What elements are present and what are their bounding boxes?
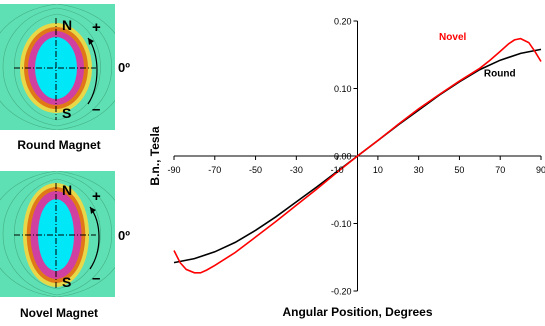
- south-pole-label: S: [62, 274, 71, 290]
- novel-magnet-field-plot: N S + –: [0, 170, 128, 298]
- plus-sign: +: [92, 19, 101, 36]
- round-magnet-label: Round Magnet: [17, 138, 101, 152]
- x-axis-title: Angular Position, Degrees: [282, 305, 432, 319]
- y-tick-label: -0.20: [331, 287, 352, 297]
- y-tick-label: 0.10: [334, 84, 352, 94]
- chart-series: [173, 37, 542, 274]
- north-pole-label: N: [62, 17, 72, 33]
- field-lines: [0, 3, 128, 131]
- x-tick-label: -10: [331, 165, 344, 175]
- series-label-round: Round: [484, 68, 516, 79]
- y-axis-title: B.n., Tesla: [148, 126, 162, 185]
- x-tick-label: 30: [414, 165, 424, 175]
- x-tick-label: 90: [536, 165, 545, 175]
- y-tick-label: 0.00: [334, 152, 352, 162]
- novel-angle-label: 0º: [118, 228, 130, 243]
- chart-labels: -0.20 -0.10 0.00 0.10 0.20 -90 -70 -50 -30 -10 10 3…: [148, 17, 545, 320]
- arrow-head-icon: [90, 207, 96, 214]
- y-tick-label: 0.20: [334, 17, 352, 27]
- minus-sign: –: [92, 270, 100, 287]
- y-tick-label: -0.10: [331, 219, 352, 229]
- north-pole-label: N: [62, 182, 72, 198]
- novel-magnet-label: Novel Magnet: [19, 306, 98, 320]
- round-magnet-panel: N S + –: [0, 3, 128, 131]
- arrow-head-icon: [88, 38, 94, 45]
- minus-sign: –: [92, 101, 100, 118]
- x-tick-label: -50: [249, 165, 262, 175]
- x-tick-label: 50: [454, 165, 464, 175]
- x-tick-label: 70: [495, 165, 505, 175]
- series-label-novel: Novel: [439, 32, 466, 43]
- series-line-novel: [173, 37, 542, 274]
- south-pole-label: S: [62, 105, 71, 121]
- bn-chart: -0.20 -0.10 0.00 0.10 0.20 -90 -70 -50 -30 -10 10 3…: [148, 17, 545, 320]
- novel-magnet-panel: N S + –: [0, 170, 128, 298]
- plus-sign: +: [92, 188, 101, 205]
- round-angle-label: 0º: [118, 60, 130, 75]
- round-magnet-field-plot: N S + –: [0, 3, 128, 131]
- x-tick-label: -70: [208, 165, 221, 175]
- x-tick-label: -90: [167, 165, 180, 175]
- x-tick-label: -30: [290, 165, 303, 175]
- x-tick-label: 10: [373, 165, 383, 175]
